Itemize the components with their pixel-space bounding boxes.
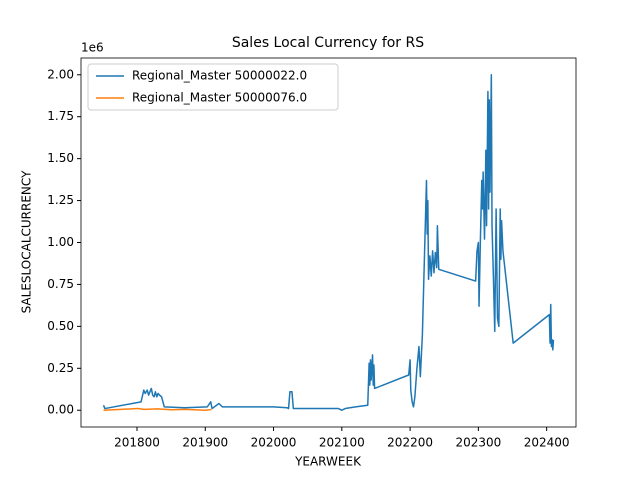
- y-tick-label: 0.75: [47, 277, 74, 291]
- x-tick-label: 201900: [182, 436, 228, 450]
- x-tick-label: 202400: [524, 436, 570, 450]
- chart-title: Sales Local Currency for RS: [232, 35, 424, 51]
- x-tick-label: 202200: [387, 436, 433, 450]
- y-tick-label: 1.75: [47, 109, 74, 123]
- y-offset-label: 1e6: [81, 41, 104, 55]
- y-tick-label: 1.50: [47, 151, 74, 165]
- y-tick-label: 1.25: [47, 193, 74, 207]
- y-tick-label: 2.00: [47, 67, 74, 81]
- axes-frame: [80, 57, 577, 428]
- legend-box: [87, 63, 339, 111]
- line-series: [103, 407, 212, 411]
- y-tick-label: 0.50: [47, 319, 74, 333]
- legend-label: Regional_Master 50000022.0: [132, 69, 307, 83]
- y-axis-label: SALESLOCALCURRENCY: [20, 170, 34, 313]
- x-axis-label: YEARWEEK: [294, 455, 362, 469]
- x-tick-label: 201800: [114, 436, 160, 450]
- x-tick-label: 202000: [251, 436, 297, 450]
- legend-label: Regional_Master 50000076.0: [132, 91, 307, 105]
- y-tick-label: 0.25: [47, 361, 74, 375]
- x-tick-label: 202300: [455, 436, 501, 450]
- y-tick-label: 0.00: [47, 403, 74, 417]
- y-tick-label: 1.00: [47, 235, 74, 249]
- line-series: [102, 74, 555, 411]
- x-tick-label: 202100: [319, 436, 365, 450]
